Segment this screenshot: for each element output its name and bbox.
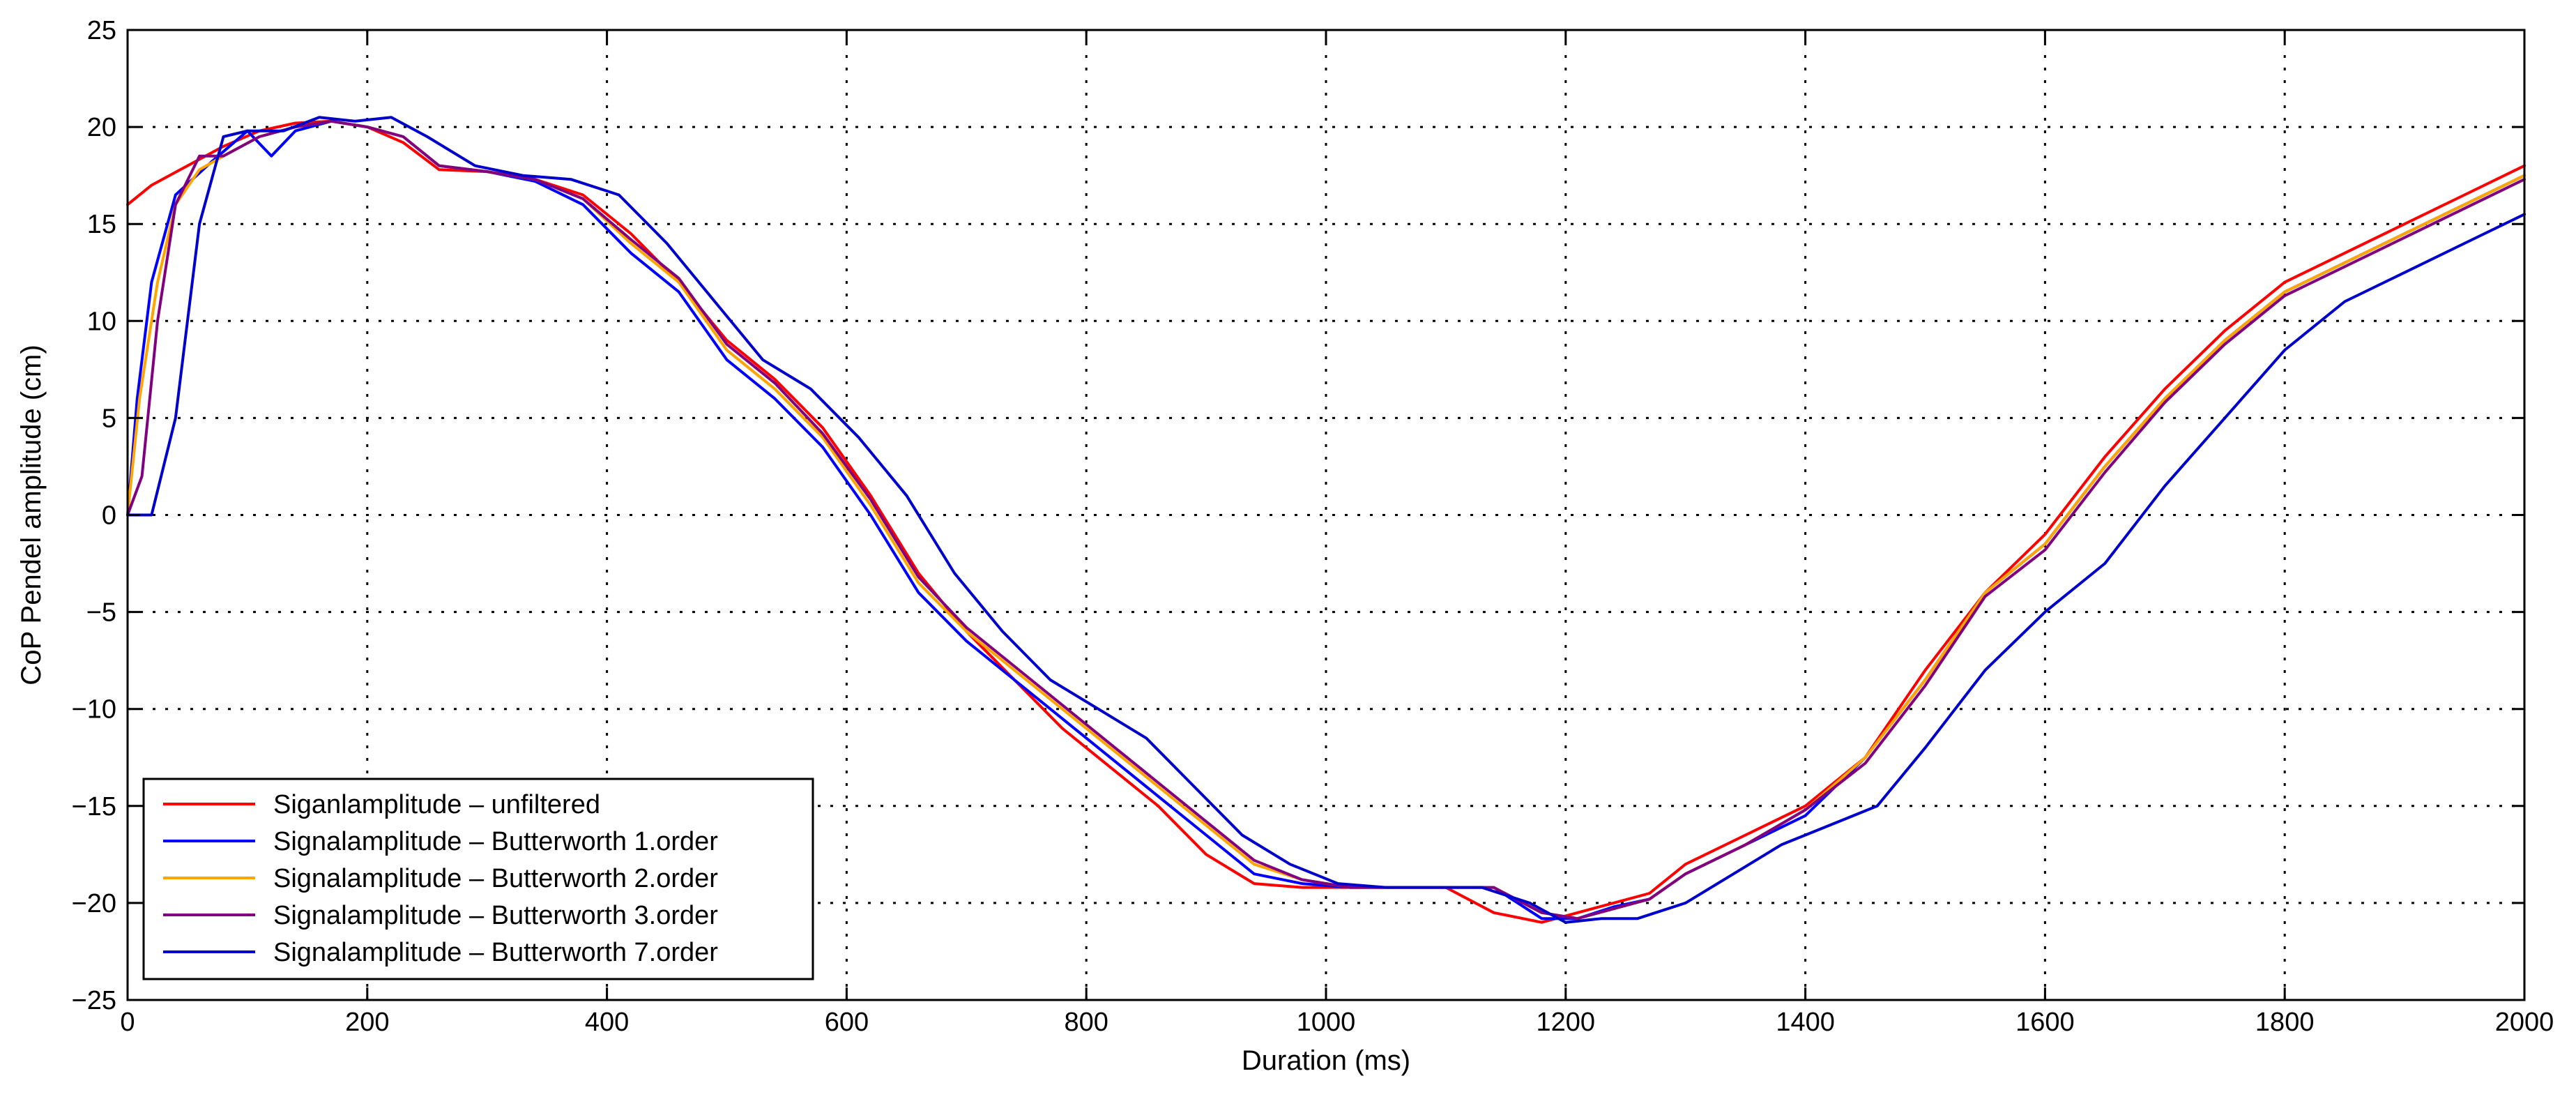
ticks	[126, 29, 2526, 1001]
legend-item: Signalamplitude – Butterworth 3.order	[163, 901, 718, 930]
y-tick-label: −25	[72, 986, 116, 1015]
y-axis-label: CoP Pendel amplitude (cm)	[16, 344, 47, 685]
x-tick-label: 800	[1064, 1008, 1108, 1037]
legend-label: Signalamplitude – Butterworth 1.order	[273, 827, 718, 856]
x-tick-label: 200	[345, 1008, 389, 1037]
legend-label: Signalamplitude – Butterworth 7.order	[273, 938, 718, 967]
y-tick-label: 5	[102, 404, 116, 433]
legend: Siganlamplitude – unfiltered Signalamplit…	[142, 778, 814, 980]
y-tick-label: −15	[72, 792, 116, 821]
legend-item: Signalamplitude – Butterworth 1.order	[163, 827, 718, 856]
y-tick-label: 20	[87, 113, 116, 142]
x-tick-label: 400	[585, 1008, 629, 1037]
series-line-5	[126, 116, 2526, 924]
series-line-1	[126, 119, 2526, 924]
x-tick-label: 1800	[2255, 1008, 2315, 1037]
x-axis-label: Duration (ms)	[1242, 1045, 1410, 1076]
x-tick-label: 1200	[1537, 1008, 1596, 1037]
y-tick-label: 15	[87, 210, 116, 239]
series-line-4	[126, 119, 2526, 920]
legend-label: Signalamplitude – Butterworth 2.order	[273, 864, 718, 893]
legend-item: Signalamplitude – Butterworth 2.order	[163, 864, 718, 893]
grid	[128, 30, 2524, 1000]
legend-item: Signalamplitude – Butterworth 7.order	[163, 938, 718, 967]
y-tick-label: 0	[102, 501, 116, 531]
legend-item: Siganlamplitude – unfiltered	[163, 790, 600, 819]
y-tick-label: 25	[87, 16, 116, 45]
x-tick-label: 0	[120, 1008, 135, 1037]
x-tick-label: 2000	[2495, 1008, 2554, 1037]
x-tick-label: 1400	[1776, 1008, 1835, 1037]
y-tick-labels: 25 20 15 10 5 0 −5 −10 −15 −20 −25	[72, 16, 116, 1015]
y-tick-label: −5	[86, 598, 116, 628]
legend-label: Siganlamplitude – unfiltered	[273, 790, 600, 819]
legend-label: Signalamplitude – Butterworth 3.order	[273, 901, 718, 930]
legend-items: Siganlamplitude – unfiltered Signalamplit…	[163, 790, 718, 967]
x-tick-label: 600	[825, 1008, 869, 1037]
x-tick-labels: 0 200 400 600 800 1000 1200 1400 1600 1800 2000	[120, 1008, 2554, 1037]
y-tick-label: −20	[72, 889, 116, 918]
x-tick-label: 1600	[2015, 1008, 2075, 1037]
y-tick-label: 10	[87, 307, 116, 336]
x-tick-label: 1000	[1297, 1008, 1356, 1037]
y-tick-label: −10	[72, 695, 116, 725]
series-lines	[126, 116, 2526, 924]
